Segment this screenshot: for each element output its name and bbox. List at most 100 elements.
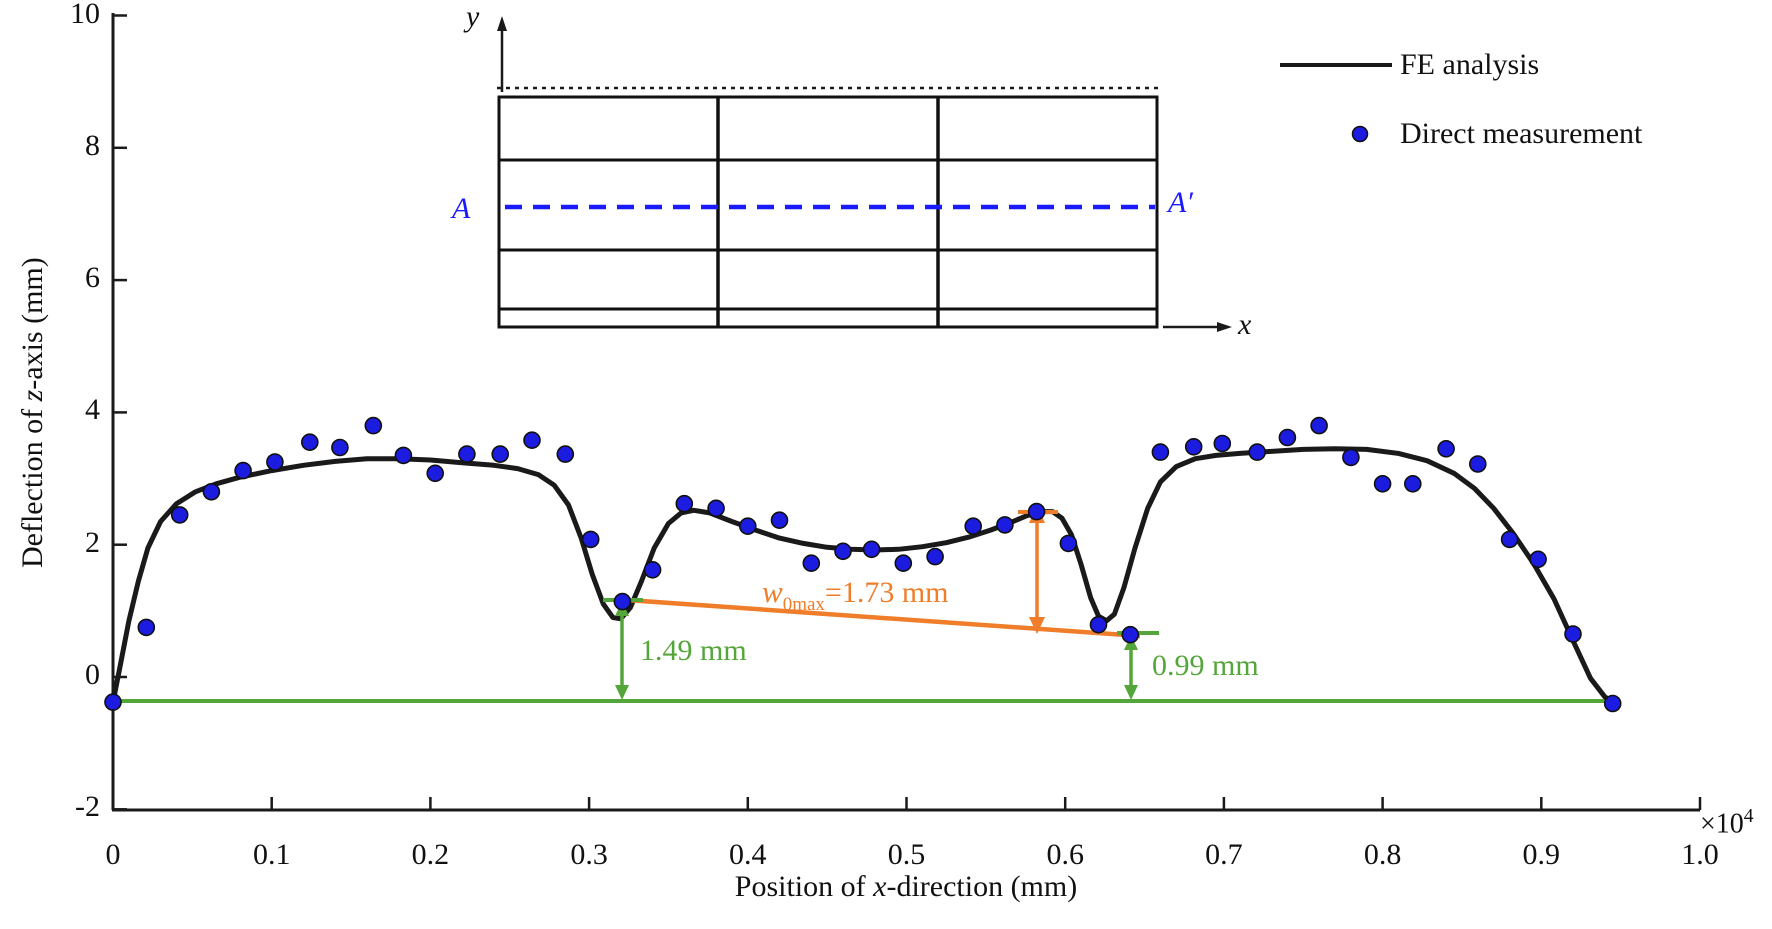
inset-x-axis-label: x: [1238, 308, 1252, 341]
x-tick-label: 0.6: [1046, 838, 1084, 871]
x-tick-label: 0.8: [1363, 838, 1402, 871]
data-point-marker: [394, 446, 413, 465]
y-tick-label: 2: [85, 525, 100, 559]
y-axis-title: Deflection of z-axis (mm): [16, 257, 50, 568]
data-point-marker: [1089, 615, 1108, 634]
data-point-marker: [1310, 416, 1328, 435]
data-point-marker: [1248, 443, 1266, 461]
inset-section-label-A: A: [452, 192, 471, 225]
inset-panel-schematic: [497, 16, 1232, 332]
data-point-marker: [1213, 434, 1232, 453]
x-tick-label: 0.4: [729, 838, 767, 871]
y-axis-title-prefix: Deflection of: [16, 401, 49, 568]
data-point-marker: [1278, 428, 1297, 447]
exponent-power: 4: [1743, 806, 1754, 827]
data-point-marker: [137, 618, 156, 637]
inset-y-arrowhead-icon: [497, 16, 507, 31]
data-point-marker: [364, 416, 383, 435]
data-point-marker: [523, 431, 541, 450]
data-point-marker: [1184, 437, 1203, 456]
data-point-marker: [707, 499, 725, 518]
data-point-marker: [926, 547, 944, 566]
data-point-marker: [331, 438, 349, 457]
y-tick-label: -2: [75, 790, 100, 824]
data-point-marker: [426, 464, 445, 483]
data-point-marker: [1059, 534, 1078, 553]
data-point-marker: [675, 494, 694, 513]
data-point-marker: [643, 560, 662, 579]
data-point-marker: [1373, 474, 1392, 493]
inset-section-label-A-prime: A′: [1168, 186, 1193, 219]
data-point-marker: [894, 554, 913, 573]
x-tick-label: 0.1: [252, 838, 291, 871]
legend-dot-sample-icon: [1351, 125, 1369, 143]
data-point-marker: [1437, 439, 1455, 458]
y-tick-label: 10: [70, 0, 100, 30]
w0max-arrowhead-down-icon: [1029, 617, 1045, 634]
right-depth-label: 0.99 mm: [1152, 649, 1259, 682]
y-tick-label: 0: [85, 658, 100, 691]
data-point-marker: [1500, 530, 1519, 549]
y-tick-label: 6: [85, 261, 100, 295]
data-point-marker: [300, 433, 319, 452]
inset-panel-outline: [497, 95, 1159, 329]
y-tick-label: 8: [85, 128, 100, 162]
data-point-marker: [234, 461, 252, 480]
w0max-value: =1.73 mm: [824, 576, 949, 609]
w0max-label: w0max=1.73 mm: [762, 574, 949, 616]
x-axis-title-variable: x: [873, 870, 887, 903]
left-depth-arrowhead-down-icon: [615, 685, 629, 700]
data-point-marker: [556, 445, 575, 463]
axis-ticks: [111, 14, 1702, 811]
data-point-marker: [458, 445, 476, 463]
x-axis-title: Position of x-direction (mm): [735, 870, 1077, 904]
data-point-marker: [1027, 502, 1046, 521]
data-point-marker: [581, 530, 600, 549]
data-point-marker: [1404, 474, 1422, 493]
y-tick-label: 4: [85, 393, 100, 427]
legend-item-direct-measurement: Direct measurement: [1400, 117, 1643, 150]
exponent-base: ×10: [1700, 808, 1744, 840]
w0max-symbol: w: [762, 574, 783, 609]
x-tick-label: 1.0: [1681, 838, 1719, 871]
x-tick-label: 0.9: [1522, 838, 1561, 871]
x-axis-title-prefix: Position of: [734, 870, 874, 903]
data-point-marker: [1529, 550, 1547, 569]
x-tick-label: 0.7: [1205, 838, 1243, 871]
y-axis-title-suffix: -axis (mm): [16, 257, 49, 390]
right-depth-arrowhead-down-icon: [1124, 685, 1138, 700]
x-tick-label: 0.2: [411, 838, 450, 871]
w0max-subscript: 0max: [782, 594, 825, 615]
left-depth-label: 1.49 mm: [640, 634, 747, 667]
data-point-marker: [862, 540, 881, 559]
data-point-marker: [996, 516, 1014, 534]
data-point-marker: [802, 554, 821, 573]
data-point-marker: [1603, 694, 1622, 713]
legend-item-fe-analysis: FE analysis: [1400, 48, 1540, 81]
data-point-marker: [202, 482, 221, 501]
data-point-marker: [834, 542, 852, 561]
data-point-marker: [770, 511, 789, 530]
data-point-marker: [613, 592, 632, 611]
data-point-marker: [1469, 455, 1487, 473]
y-axis-title-variable: z: [16, 389, 49, 402]
data-point-marker: [738, 517, 757, 536]
inset-y-axis-label: y: [466, 0, 480, 33]
data-point-marker: [1151, 443, 1170, 461]
data-point-marker: [104, 693, 122, 711]
inset-x-arrowhead-icon: [1217, 322, 1232, 332]
data-point-marker: [964, 517, 983, 536]
x-axis-title-suffix: -direction (mm): [886, 870, 1078, 903]
data-point-marker: [1121, 625, 1140, 644]
w0max-reference-line: [626, 597, 1141, 639]
x-tick-label: 0.3: [570, 838, 608, 871]
data-point-marker: [266, 453, 284, 471]
x-tick-label: 0.5: [887, 838, 926, 871]
data-point-marker: [1564, 625, 1582, 643]
x-axis-exponent: ×104: [1700, 806, 1754, 840]
direct-measurement-series: [104, 416, 1622, 713]
x-tick-label: 0: [105, 838, 121, 871]
data-point-marker: [491, 445, 510, 463]
